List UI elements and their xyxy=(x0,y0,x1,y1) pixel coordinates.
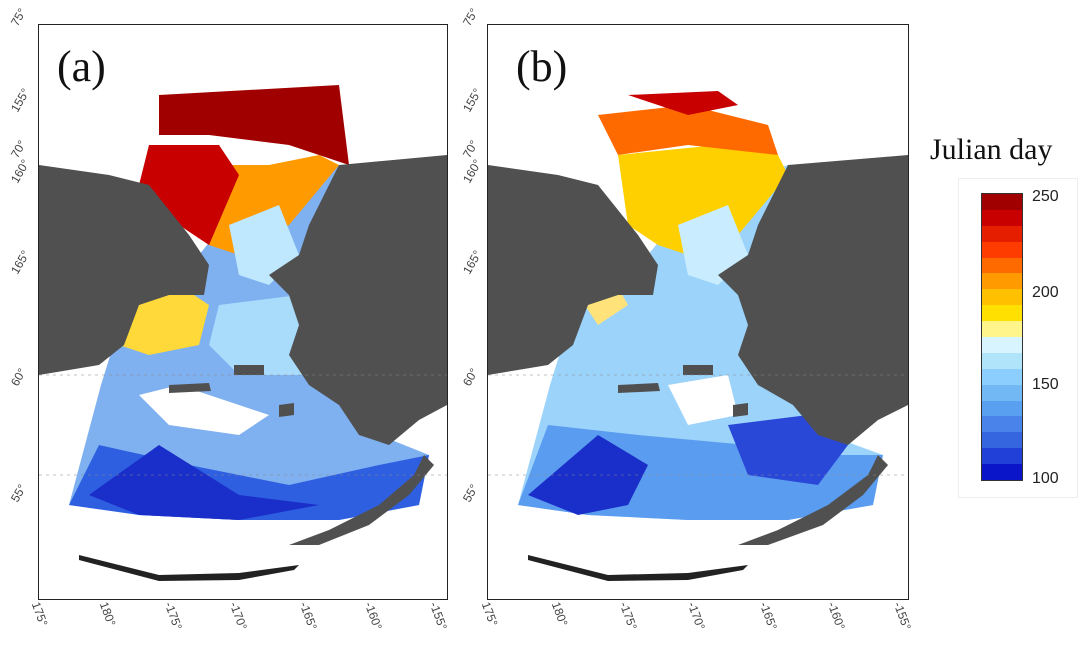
aleutian-islands xyxy=(738,455,888,545)
lon-tick-b-m175: -175° xyxy=(616,600,640,632)
lon-tick-b-m165: -165° xyxy=(756,600,780,632)
lat-tick-b-55: 55° xyxy=(459,481,482,505)
colorbar-swatch xyxy=(982,400,1022,417)
lon-tick-a-175: 175° xyxy=(28,600,51,629)
alaska-landmass xyxy=(269,155,447,445)
aleutian-islands xyxy=(289,455,434,545)
lon-corner-tick-b-155: 155° xyxy=(459,85,485,115)
lon-tick-a-m160: -160° xyxy=(361,600,385,632)
lat-tick-a-55: 55° xyxy=(7,481,30,505)
colorbar xyxy=(981,193,1023,481)
colorbar-swatch xyxy=(982,432,1022,449)
colorbar-swatch xyxy=(982,448,1022,465)
colorbar-swatch xyxy=(982,321,1022,338)
lat-tick-b-75: 75° xyxy=(459,5,482,29)
lon-tick-a-m165: -165° xyxy=(296,600,320,632)
siberia-landmass xyxy=(39,165,209,375)
lon-tick-a-180: 180° xyxy=(96,600,119,629)
lon-corner-tick-a-160: 160° xyxy=(7,156,33,186)
lat-tick-a-60: 60° xyxy=(7,365,30,389)
lat-tick-a-70: 70° xyxy=(7,137,30,161)
colorbar-swatch xyxy=(982,273,1022,290)
colorbar-swatch xyxy=(982,257,1022,274)
colorbar-swatch xyxy=(982,305,1022,322)
lat-tick-b-70: 70° xyxy=(459,137,482,161)
legend-title: Julian day xyxy=(930,133,1053,166)
colorbar-swatch xyxy=(982,416,1022,433)
panel-b-label: (b) xyxy=(516,42,568,91)
bering-sea-map-b xyxy=(488,91,908,581)
lat-tick-a-75: 75° xyxy=(7,5,30,29)
lat-tick-b-60: 60° xyxy=(459,365,482,389)
colorbar-swatch xyxy=(982,241,1022,258)
colorbar-label-100: 100 xyxy=(1032,470,1059,487)
lon-corner-tick-a-155: 155° xyxy=(7,85,33,115)
bering-sea-map-a xyxy=(39,85,447,581)
lon-corner-tick-b-165: 165° xyxy=(459,247,485,277)
lon-tick-b-m160: -160° xyxy=(824,600,848,632)
siberia-landmass xyxy=(488,165,658,375)
colorbar-swatch xyxy=(982,368,1022,385)
lon-corner-tick-b-160: 160° xyxy=(459,156,485,186)
lon-tick-b-m170: -170° xyxy=(684,600,708,632)
colorbar-swatch xyxy=(982,289,1022,306)
lon-tick-b-180: 180° xyxy=(548,600,571,629)
colorbar-swatch xyxy=(982,209,1022,226)
lon-tick-a-m175: -175° xyxy=(161,600,185,632)
colorbar-swatch xyxy=(982,464,1022,481)
colorbar-label-150: 150 xyxy=(1032,376,1059,393)
colorbar-swatch xyxy=(982,194,1022,210)
alaska-landmass xyxy=(718,155,908,445)
lon-tick-a-m155: -155° xyxy=(426,600,450,632)
colorbar-swatch xyxy=(982,352,1022,369)
map-panel-b: (b) xyxy=(487,24,909,600)
colorbar-swatch xyxy=(982,384,1022,401)
panel-a-label: (a) xyxy=(57,42,106,91)
map-panel-a: (a) xyxy=(38,24,448,600)
lon-corner-tick-a-165: 165° xyxy=(7,247,33,277)
lon-tick-a-m170: -170° xyxy=(226,600,250,632)
colorbar-label-250: 250 xyxy=(1032,188,1059,205)
colorbar-swatch xyxy=(982,337,1022,353)
colorbar-label-200: 200 xyxy=(1032,284,1059,301)
colorbar-swatch xyxy=(982,225,1022,242)
lon-tick-b-m155: -155° xyxy=(890,600,914,632)
lon-tick-b-175: 175° xyxy=(478,600,501,629)
